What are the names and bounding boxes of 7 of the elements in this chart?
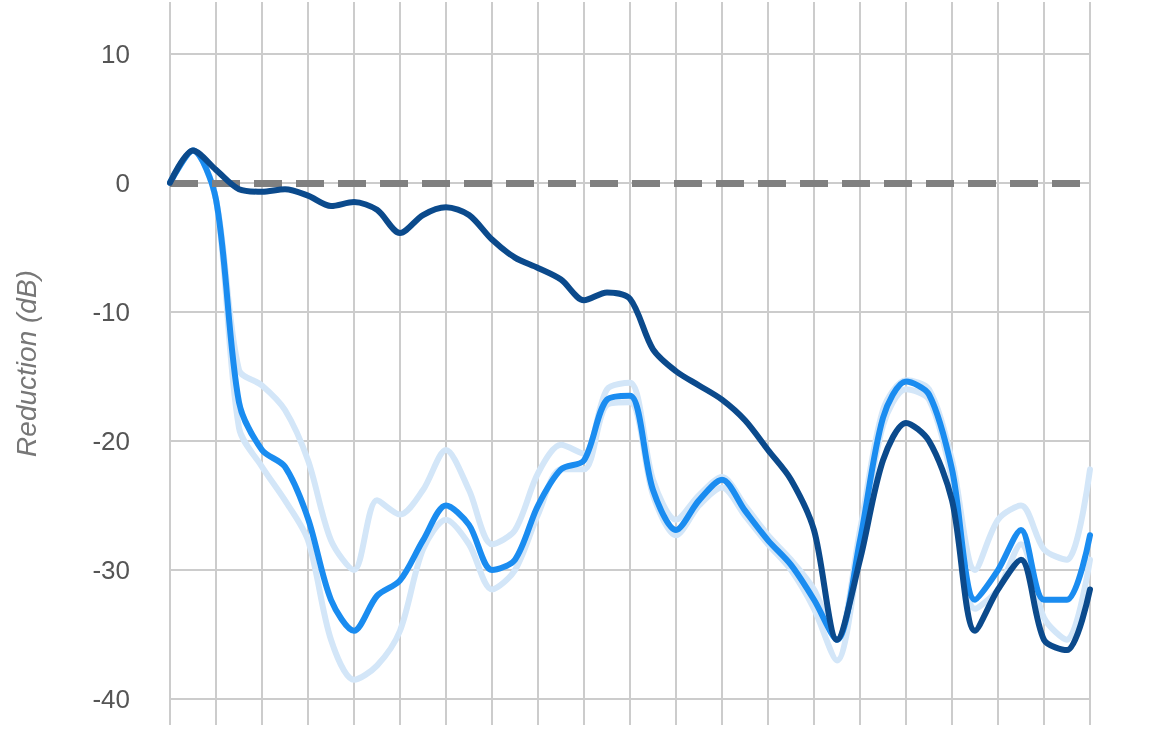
y-tick-label: -10 xyxy=(92,296,130,327)
y-tick-label: -20 xyxy=(92,425,130,456)
y-tick-label: -30 xyxy=(92,555,130,586)
y-tick-label: 0 xyxy=(115,167,130,198)
y-tick-label: -40 xyxy=(92,684,130,715)
y-axis-title: Reduction (dB) xyxy=(10,270,42,457)
y-tick-label: 10 xyxy=(101,38,130,69)
